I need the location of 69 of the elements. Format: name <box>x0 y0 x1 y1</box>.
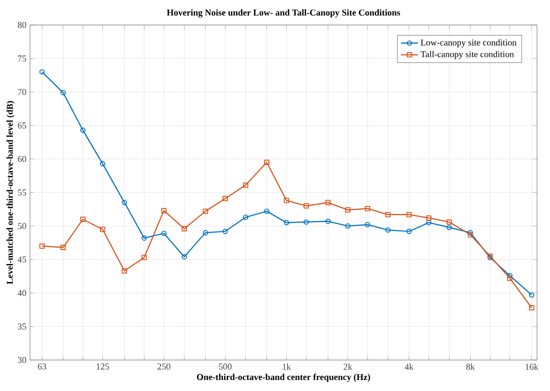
point <box>304 219 309 225</box>
y-tick-label: 55 <box>18 190 26 196</box>
point <box>142 254 147 260</box>
point <box>161 208 167 214</box>
point <box>325 200 331 206</box>
point <box>122 200 128 206</box>
point <box>426 215 432 221</box>
point <box>202 208 208 214</box>
x-tick-label: 63 <box>38 364 46 370</box>
y-tick-label: 40 <box>18 290 26 296</box>
point <box>122 268 128 274</box>
y-tick-label: 35 <box>18 323 26 330</box>
point <box>242 182 248 188</box>
point <box>202 230 208 236</box>
point <box>385 212 391 218</box>
point <box>264 208 270 214</box>
point <box>60 90 66 96</box>
point <box>325 218 331 224</box>
point <box>446 219 452 225</box>
point <box>80 216 86 222</box>
y-tick-label: 70 <box>18 88 26 96</box>
point <box>364 206 370 212</box>
chart-title: Hovering Noise under Low- and Tall-Canopy Site Conditions <box>166 9 400 18</box>
point <box>406 212 412 218</box>
y-tick-label: 80 <box>18 22 26 28</box>
x-tick-label: 2k <box>344 364 352 370</box>
point <box>529 305 534 310</box>
point <box>182 254 187 260</box>
y-tick-label: 45 <box>18 256 26 262</box>
point <box>284 198 290 204</box>
point <box>426 220 432 226</box>
x-tick-label: 250 <box>158 364 170 370</box>
point <box>345 223 350 229</box>
point <box>142 235 147 241</box>
point <box>264 160 270 165</box>
point <box>385 227 391 233</box>
point <box>222 228 228 234</box>
point <box>100 226 106 232</box>
x-axis-title: One-third-octave-band center frequency (Hz) <box>196 374 370 382</box>
point <box>80 128 86 133</box>
point <box>406 228 412 234</box>
x-tick-label: 8k <box>466 364 475 370</box>
y-tick-label: 50 <box>18 222 26 230</box>
point <box>284 220 290 226</box>
point <box>60 244 66 250</box>
point <box>345 207 350 213</box>
point <box>100 161 106 166</box>
point <box>446 224 452 230</box>
point <box>242 214 248 220</box>
legend-label: Low-canopy site condition <box>420 39 516 48</box>
x-tick-label: 125 <box>96 364 109 370</box>
point <box>182 226 187 232</box>
y-tick-label: 30 <box>18 356 26 364</box>
y-tick-label: 65 <box>18 122 26 129</box>
point <box>222 196 228 202</box>
point <box>364 222 370 228</box>
point <box>507 272 512 278</box>
y-tick-label: 60 <box>18 156 26 162</box>
point <box>161 230 167 236</box>
point <box>304 203 309 209</box>
point <box>39 243 45 249</box>
x-tick-label: 16k <box>526 364 538 370</box>
y-axis-title: Level-matched one-third-octave-band level (dB) <box>6 101 15 284</box>
x-tick-label: 1k <box>282 364 291 370</box>
legend-label: Tall-canopy site condition <box>420 50 514 60</box>
y-tick-label: 75 <box>18 56 26 62</box>
x-tick-label: 500 <box>218 364 232 370</box>
x-tick-label: 4k <box>404 364 414 370</box>
point <box>507 276 512 281</box>
